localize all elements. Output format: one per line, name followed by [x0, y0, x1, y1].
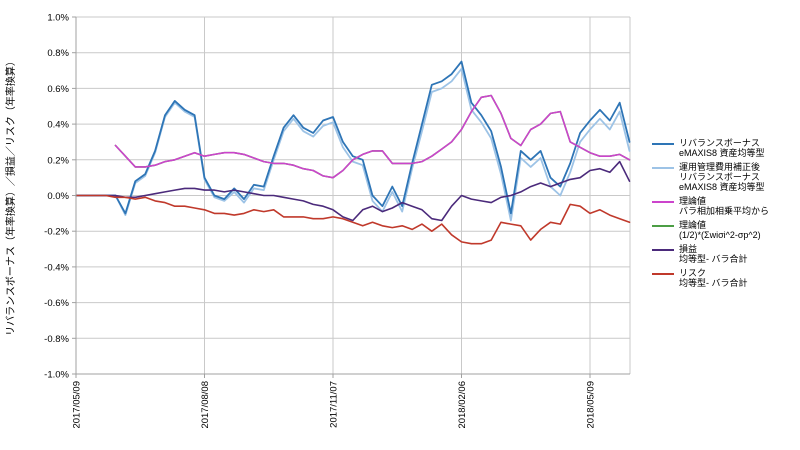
- series-line-risk: [75, 194, 631, 245]
- x-tick-label: 2018/02/06: [457, 381, 468, 429]
- gridlines: [75, 16, 631, 375]
- legend-item-theoretical-arith-geom: 理論値 バラ相加相乗平均から: [652, 196, 798, 216]
- legend-label-risk: リスク 均等型- バラ合計: [679, 268, 748, 288]
- legend-swatch-theoretical-arith-geom: [652, 201, 674, 203]
- legend-swatch-risk: [652, 273, 674, 275]
- legend-label-rebalance-bonus-after-fees: 運用管理費用補正後 リバランスボーナス eMAXIS8 資産均等型: [679, 162, 765, 192]
- y-tick-label: -0.6%: [44, 298, 69, 309]
- legend-swatch-rebalance-bonus-after-fees: [652, 167, 674, 169]
- legend-item-theoretical-formula: 理論値 (1/2)*(Σwiσi^2-σp^2): [652, 220, 798, 240]
- y-tick-label: -0.2%: [44, 227, 69, 238]
- y-tick-label: 0.0%: [47, 191, 69, 202]
- legend-swatch-theoretical-formula: [652, 225, 674, 227]
- x-tick-label: 2017/05/09: [72, 381, 83, 429]
- y-tick-label: -0.4%: [44, 262, 69, 273]
- x-tick-label: 2018/05/09: [586, 381, 597, 429]
- axis-tick-labels: 1.0% 0.8% 0.6% 0.4% 0.2% 0.0% -0.2% -0.4% -0.6% -…: [44, 13, 596, 429]
- series-line-theoretical-formula: [114, 94, 631, 179]
- series-lines: [75, 60, 631, 245]
- legend-item-profit-loss: 損益 均等型- バラ合計: [652, 244, 798, 264]
- legend-swatch-profit-loss: [652, 249, 674, 251]
- y-tick-label: -1.0%: [44, 370, 69, 381]
- y-tick-label: 0.6%: [47, 84, 69, 95]
- legend-label-rebalance-bonus: リバランスボーナス eMAXIS8 資産均等型: [679, 138, 765, 158]
- y-tick-label: 1.0%: [47, 13, 69, 24]
- y-tick-label: 0.4%: [47, 120, 69, 131]
- y-axis-title: リバランスボーナス（年率換算）／損益／リスク（年率換算）: [4, 56, 17, 336]
- chart-legend: リバランスボーナス eMAXIS8 資産均等型運用管理費用補正後 リバランスボーナス…: [652, 138, 798, 288]
- legend-label-theoretical-formula: 理論値 (1/2)*(Σwiσi^2-σp^2): [679, 220, 761, 240]
- series-line-rebalance-bonus-after-fees: [75, 67, 631, 222]
- y-tick-label: 0.2%: [47, 155, 69, 166]
- legend-label-theoretical-arith-geom: 理論値 バラ相加相乗平均から: [679, 196, 770, 216]
- legend-label-profit-loss: 損益 均等型- バラ合計: [679, 244, 748, 264]
- legend-item-rebalance-bonus-after-fees: 運用管理費用補正後 リバランスボーナス eMAXIS8 資産均等型: [652, 162, 798, 192]
- series-line-theoretical-arith-geom: [114, 94, 631, 179]
- series-line-rebalance-bonus: [75, 60, 631, 215]
- axes: [72, 16, 630, 378]
- legend-swatch-rebalance-bonus: [652, 143, 674, 145]
- x-tick-label: 2017/11/07: [329, 381, 340, 428]
- legend-item-rebalance-bonus: リバランスボーナス eMAXIS8 資産均等型: [652, 138, 798, 158]
- series-line-profit-loss: [75, 160, 631, 222]
- legend-item-risk: リスク 均等型- バラ合計: [652, 268, 798, 288]
- x-tick-label: 2017/08/08: [200, 381, 211, 429]
- y-tick-label: 0.8%: [47, 48, 69, 59]
- y-tick-label: -0.8%: [44, 334, 69, 345]
